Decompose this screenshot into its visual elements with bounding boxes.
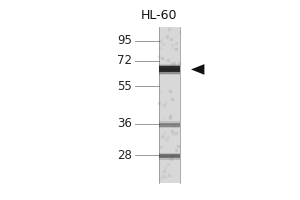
Polygon shape	[191, 64, 204, 75]
Text: HL-60: HL-60	[141, 9, 177, 22]
Bar	[159, 68, 180, 74]
Text: 36: 36	[117, 117, 132, 130]
Bar	[159, 153, 180, 157]
Bar	[159, 69, 180, 75]
Bar	[159, 154, 180, 158]
Bar	[159, 124, 180, 128]
Bar	[159, 65, 180, 71]
Text: 28: 28	[117, 149, 132, 162]
Text: 72: 72	[117, 54, 132, 67]
Text: 55: 55	[117, 80, 132, 93]
Bar	[159, 121, 180, 125]
Bar	[159, 155, 180, 160]
Bar	[159, 66, 180, 72]
Text: 95: 95	[117, 34, 132, 47]
Bar	[159, 27, 180, 183]
Bar	[159, 64, 180, 69]
Bar	[159, 123, 180, 127]
